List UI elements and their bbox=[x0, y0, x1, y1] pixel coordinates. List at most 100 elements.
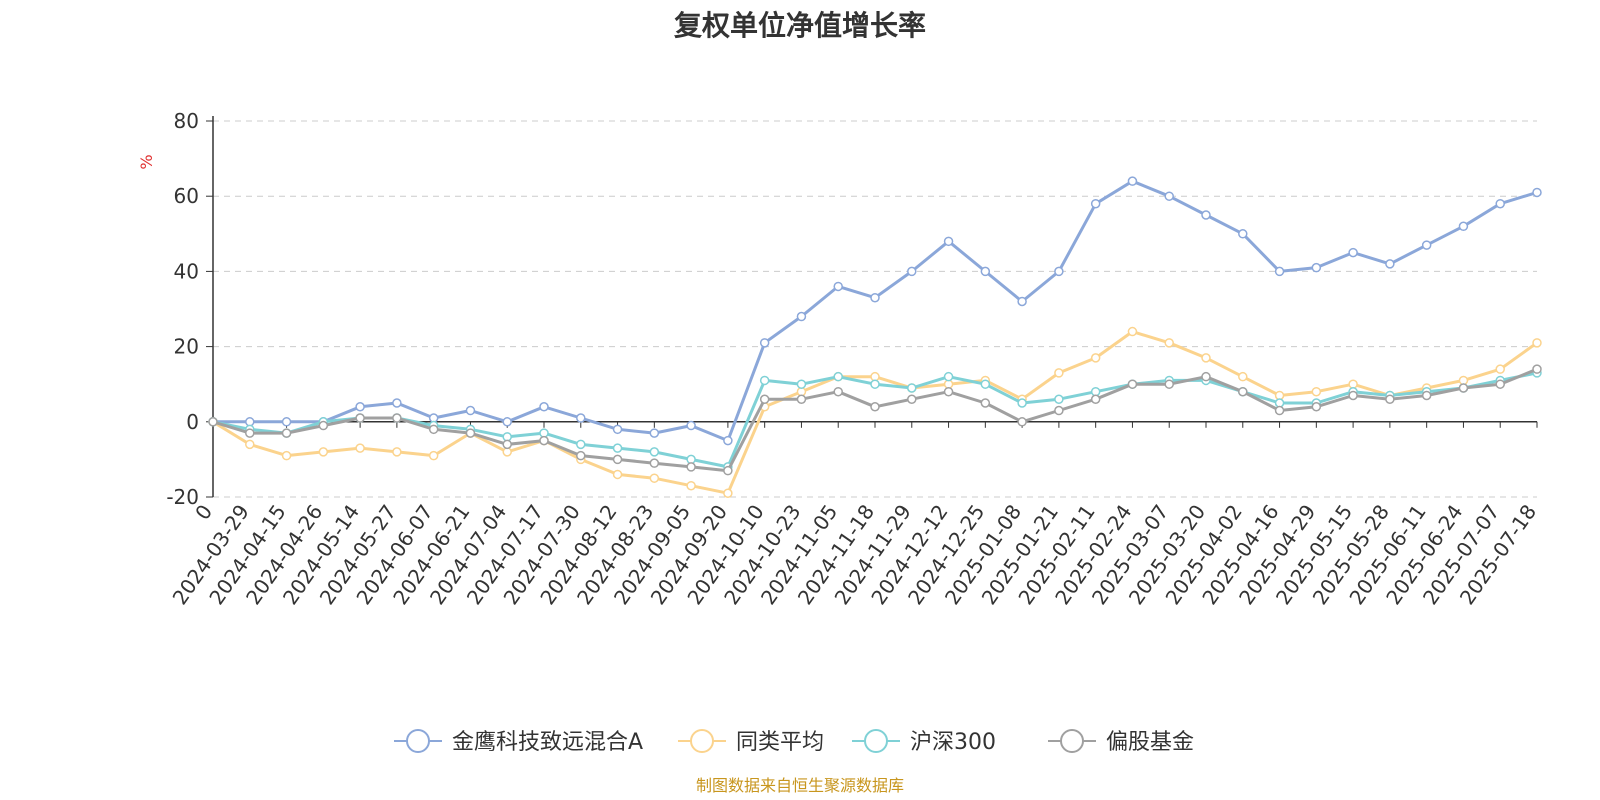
data-point bbox=[980, 398, 991, 408]
legend-marker-2 bbox=[864, 729, 888, 753]
data-point bbox=[1054, 266, 1064, 277]
y-tick-label: 40 bbox=[174, 259, 199, 283]
data-point bbox=[392, 413, 402, 423]
data-point bbox=[1495, 364, 1505, 374]
data-point bbox=[833, 371, 843, 382]
data-point bbox=[1054, 368, 1064, 378]
data-point bbox=[1421, 240, 1432, 250]
data-point bbox=[502, 417, 512, 427]
data-point bbox=[612, 469, 623, 480]
source-note: 制图数据来自恒生聚源数据库 bbox=[695, 776, 904, 795]
data-point bbox=[870, 379, 880, 389]
data-point bbox=[1201, 353, 1211, 363]
data-point bbox=[539, 435, 549, 446]
data-point bbox=[1054, 405, 1064, 416]
data-point bbox=[943, 371, 954, 382]
data-point bbox=[796, 379, 807, 389]
data-point bbox=[1458, 221, 1469, 232]
data-point bbox=[1274, 266, 1285, 277]
data-point bbox=[355, 402, 365, 412]
data-point bbox=[833, 386, 843, 397]
data-point bbox=[1164, 191, 1174, 201]
legend: 金鹰科技致远混合A 同类平均 沪深300 偏股基金 bbox=[394, 729, 1194, 755]
data-point bbox=[649, 428, 660, 438]
data-point bbox=[1385, 394, 1395, 404]
data-point bbox=[759, 338, 770, 348]
data-point bbox=[1090, 394, 1101, 404]
data-point bbox=[870, 292, 880, 303]
y-tick-label: 60 bbox=[174, 184, 199, 208]
data-point bbox=[539, 402, 549, 412]
data-point bbox=[576, 439, 586, 450]
y-tick-label: 0 bbox=[186, 410, 199, 434]
data-point bbox=[1385, 259, 1395, 269]
data-point bbox=[428, 424, 439, 435]
data-point bbox=[465, 428, 476, 438]
data-point bbox=[1017, 398, 1027, 408]
chart-title: 复权单位净值增长率 bbox=[673, 9, 926, 42]
data-point bbox=[1164, 379, 1174, 389]
data-point bbox=[759, 375, 770, 386]
data-point bbox=[1458, 383, 1469, 393]
data-point bbox=[1495, 198, 1505, 209]
data-point bbox=[281, 450, 292, 461]
data-point bbox=[318, 420, 329, 431]
y-axis-unit: % bbox=[137, 154, 156, 169]
data-point bbox=[1238, 386, 1248, 397]
series-line-0 bbox=[213, 179, 1538, 443]
data-point bbox=[943, 236, 954, 247]
data-point bbox=[686, 420, 696, 431]
data-point bbox=[1127, 379, 1138, 389]
data-point bbox=[686, 462, 696, 472]
data-point bbox=[980, 379, 991, 389]
data-point bbox=[612, 454, 623, 465]
data-point bbox=[723, 465, 733, 476]
data-point bbox=[355, 443, 365, 453]
data-point bbox=[245, 428, 255, 438]
data-point bbox=[1238, 371, 1248, 382]
data-point bbox=[1090, 353, 1101, 363]
data-point bbox=[208, 417, 218, 427]
data-point bbox=[1238, 229, 1248, 239]
data-point bbox=[723, 488, 733, 498]
data-point bbox=[1201, 371, 1211, 382]
data-point bbox=[576, 413, 586, 423]
data-point bbox=[428, 450, 439, 461]
legend-label-3: 偏股基金 bbox=[1106, 730, 1194, 755]
legend-label-2: 沪深300 bbox=[910, 730, 996, 755]
data-point bbox=[392, 398, 402, 408]
series-line-1 bbox=[212, 330, 1538, 495]
data-point bbox=[1348, 247, 1358, 258]
legend-label-0: 金鹰科技致远混合A bbox=[452, 730, 643, 755]
series-lines bbox=[208, 176, 1542, 498]
data-point bbox=[318, 447, 329, 457]
data-point bbox=[1421, 390, 1432, 401]
legend-label-1: 同类平均 bbox=[736, 730, 824, 755]
data-point bbox=[1164, 338, 1174, 348]
data-point bbox=[1532, 187, 1542, 198]
data-point bbox=[281, 428, 292, 438]
data-point bbox=[1017, 296, 1027, 307]
data-point bbox=[1017, 417, 1027, 427]
data-point bbox=[1090, 198, 1101, 209]
data-point bbox=[1311, 262, 1322, 273]
data-point bbox=[612, 424, 623, 435]
data-point bbox=[870, 402, 880, 412]
x-tick-label: 0 bbox=[190, 500, 217, 524]
data-point bbox=[759, 394, 770, 404]
data-point bbox=[1495, 379, 1505, 389]
data-point bbox=[392, 447, 402, 457]
y-tick-label: 20 bbox=[174, 335, 199, 359]
data-point bbox=[649, 447, 660, 457]
data-point bbox=[576, 450, 586, 461]
data-point bbox=[723, 435, 733, 446]
data-point bbox=[649, 458, 660, 468]
data-point bbox=[1348, 390, 1358, 401]
data-point bbox=[1311, 402, 1322, 412]
data-point bbox=[943, 386, 954, 397]
data-point bbox=[796, 394, 807, 404]
data-point bbox=[1054, 394, 1064, 404]
data-point bbox=[980, 266, 991, 277]
data-point bbox=[796, 311, 807, 322]
